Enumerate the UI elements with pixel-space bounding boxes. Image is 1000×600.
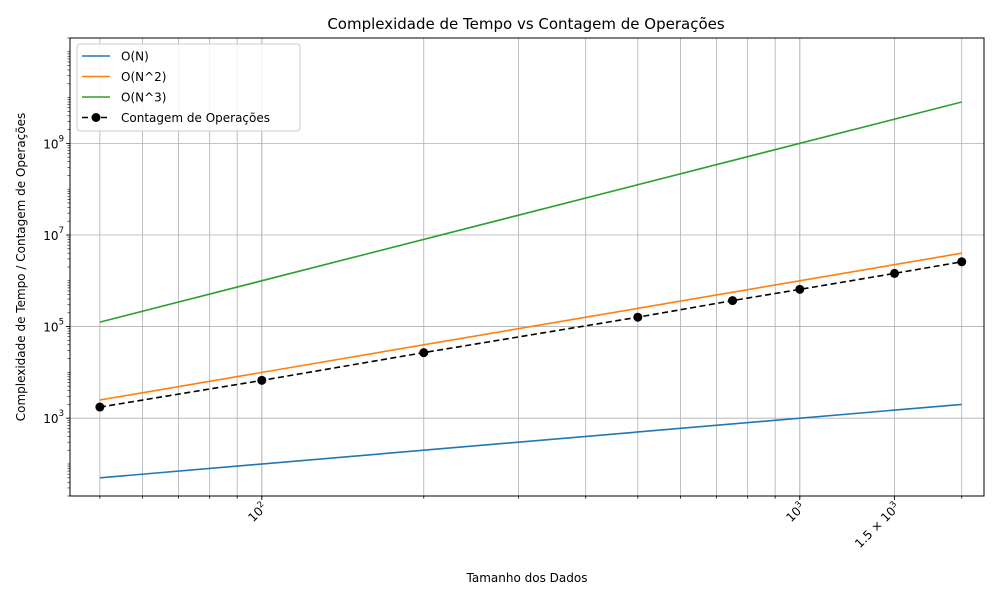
data-point xyxy=(419,348,429,358)
chart-title: Complexidade de Tempo vs Contagem de Ope… xyxy=(327,15,725,33)
data-point xyxy=(890,268,900,278)
data-point xyxy=(795,284,805,294)
y-axis-title: Complexidade de Tempo / Contagem de Oper… xyxy=(14,113,28,422)
data-point xyxy=(957,257,967,267)
legend-label: Contagem de Operações xyxy=(121,111,270,125)
series-line-2 xyxy=(99,101,962,323)
legend: O(N) O(N^2) O(N^3) Contagem de Operações xyxy=(76,43,301,132)
x-axis-title: Tamanho dos Dados xyxy=(466,571,588,585)
y-tick-label: 105 xyxy=(43,318,64,335)
y-axis: 103 105 107 109 xyxy=(43,37,70,497)
legend-box xyxy=(76,43,301,132)
legend-marker xyxy=(91,113,101,122)
y-tick-label: 103 xyxy=(43,409,64,426)
y-tick-label: 107 xyxy=(43,226,64,243)
data-point xyxy=(633,312,643,322)
legend-label: O(N^2) xyxy=(121,70,166,84)
series-line-0 xyxy=(99,403,962,479)
series-line-3 xyxy=(99,261,962,408)
data-point xyxy=(728,296,738,306)
legend-label: O(N) xyxy=(121,50,149,64)
series-layer xyxy=(95,101,967,479)
legend-label: O(N^3) xyxy=(121,91,166,105)
data-point xyxy=(95,402,105,412)
y-tick-label: 109 xyxy=(43,134,64,151)
series-line-1 xyxy=(99,252,962,401)
data-point xyxy=(257,375,267,385)
